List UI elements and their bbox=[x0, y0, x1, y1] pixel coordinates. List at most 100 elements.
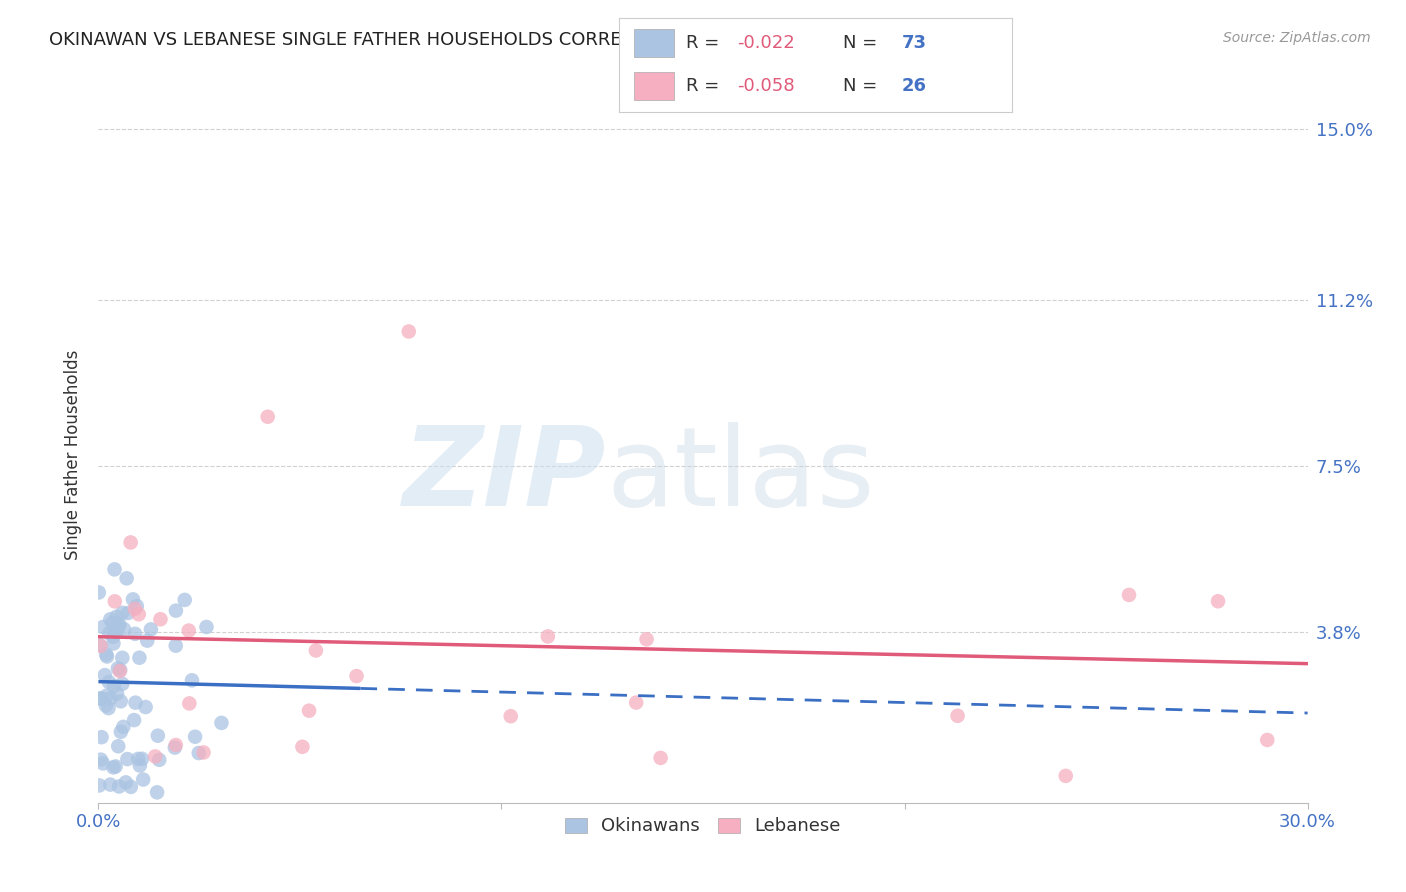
Point bbox=[120, 535, 142, 549]
Point bbox=[111, 606, 134, 620]
Point bbox=[624, 696, 647, 710]
Point bbox=[110, 724, 132, 739]
Point bbox=[131, 752, 153, 766]
Point bbox=[107, 661, 129, 675]
Point bbox=[100, 691, 122, 706]
Point bbox=[104, 594, 127, 608]
Text: R =: R = bbox=[686, 34, 724, 52]
Point bbox=[107, 739, 129, 754]
Point bbox=[105, 625, 128, 640]
Text: OKINAWAN VS LEBANESE SINGLE FATHER HOUSEHOLDS CORRELATION CHART: OKINAWAN VS LEBANESE SINGLE FATHER HOUSE… bbox=[49, 31, 754, 49]
Text: R =: R = bbox=[686, 78, 724, 95]
Point bbox=[165, 604, 187, 618]
Point bbox=[636, 632, 658, 647]
Point bbox=[117, 752, 139, 766]
Point bbox=[122, 713, 145, 727]
Point bbox=[104, 622, 127, 636]
Point bbox=[108, 664, 131, 678]
Point bbox=[89, 779, 111, 793]
Point bbox=[96, 689, 118, 703]
Text: N =: N = bbox=[844, 34, 883, 52]
Point bbox=[103, 679, 125, 693]
Point bbox=[179, 697, 201, 711]
Point bbox=[165, 639, 187, 653]
Point bbox=[398, 325, 420, 339]
Point bbox=[111, 677, 134, 691]
Point bbox=[94, 698, 117, 713]
Point bbox=[1118, 588, 1140, 602]
Point bbox=[112, 720, 135, 734]
Point bbox=[127, 752, 149, 766]
Point bbox=[110, 694, 132, 708]
Text: Source: ZipAtlas.com: Source: ZipAtlas.com bbox=[1223, 31, 1371, 45]
Point bbox=[96, 648, 118, 662]
Point bbox=[128, 650, 150, 665]
Point bbox=[98, 612, 121, 626]
Point bbox=[122, 592, 145, 607]
Point bbox=[193, 746, 215, 760]
Point bbox=[211, 715, 233, 730]
Bar bbox=[634, 72, 673, 100]
Text: N =: N = bbox=[844, 78, 883, 95]
Point bbox=[256, 409, 278, 424]
Point bbox=[146, 785, 169, 799]
Point bbox=[111, 650, 134, 665]
Point bbox=[184, 730, 207, 744]
Point bbox=[91, 620, 114, 634]
Point bbox=[163, 740, 186, 755]
Point bbox=[108, 780, 131, 794]
Point bbox=[87, 585, 110, 599]
Point bbox=[120, 780, 142, 794]
Y-axis label: Single Father Households: Single Father Households bbox=[65, 350, 83, 560]
Point bbox=[132, 772, 155, 787]
Point bbox=[107, 619, 129, 633]
Point bbox=[1256, 733, 1278, 747]
Point bbox=[112, 622, 135, 636]
Text: atlas: atlas bbox=[606, 422, 875, 529]
Point bbox=[124, 602, 146, 616]
Point bbox=[105, 686, 128, 700]
Point bbox=[143, 749, 166, 764]
Point bbox=[101, 615, 124, 630]
Point bbox=[94, 668, 117, 682]
Point bbox=[346, 669, 368, 683]
Point bbox=[146, 729, 169, 743]
Point bbox=[101, 630, 124, 644]
Point bbox=[187, 746, 209, 760]
Point bbox=[96, 649, 118, 664]
Point bbox=[107, 622, 129, 636]
Point bbox=[128, 758, 150, 772]
Point bbox=[124, 696, 146, 710]
Point bbox=[103, 562, 125, 576]
Text: -0.058: -0.058 bbox=[737, 78, 794, 95]
Point bbox=[650, 751, 672, 765]
Point bbox=[291, 739, 314, 754]
Point bbox=[90, 691, 112, 706]
Point bbox=[90, 730, 112, 744]
Point bbox=[115, 571, 138, 585]
Point bbox=[139, 623, 162, 637]
Point bbox=[98, 778, 121, 792]
Point bbox=[499, 709, 522, 723]
Point bbox=[177, 624, 200, 638]
Point bbox=[105, 610, 128, 624]
Point bbox=[97, 675, 120, 690]
Point bbox=[537, 629, 560, 643]
Point bbox=[114, 775, 136, 789]
Legend: Okinawans, Lebanese: Okinawans, Lebanese bbox=[558, 810, 848, 842]
Point bbox=[128, 607, 150, 622]
Point bbox=[98, 626, 121, 640]
Point bbox=[1054, 769, 1077, 783]
Point bbox=[1206, 594, 1229, 608]
Point bbox=[148, 753, 170, 767]
Point bbox=[195, 620, 218, 634]
Text: 26: 26 bbox=[903, 78, 927, 95]
Point bbox=[103, 636, 125, 650]
Point bbox=[97, 701, 120, 715]
Point bbox=[125, 599, 148, 613]
Text: 73: 73 bbox=[903, 34, 927, 52]
Point bbox=[108, 617, 131, 632]
Point bbox=[165, 738, 187, 752]
Point bbox=[103, 760, 125, 774]
Point bbox=[305, 643, 328, 657]
